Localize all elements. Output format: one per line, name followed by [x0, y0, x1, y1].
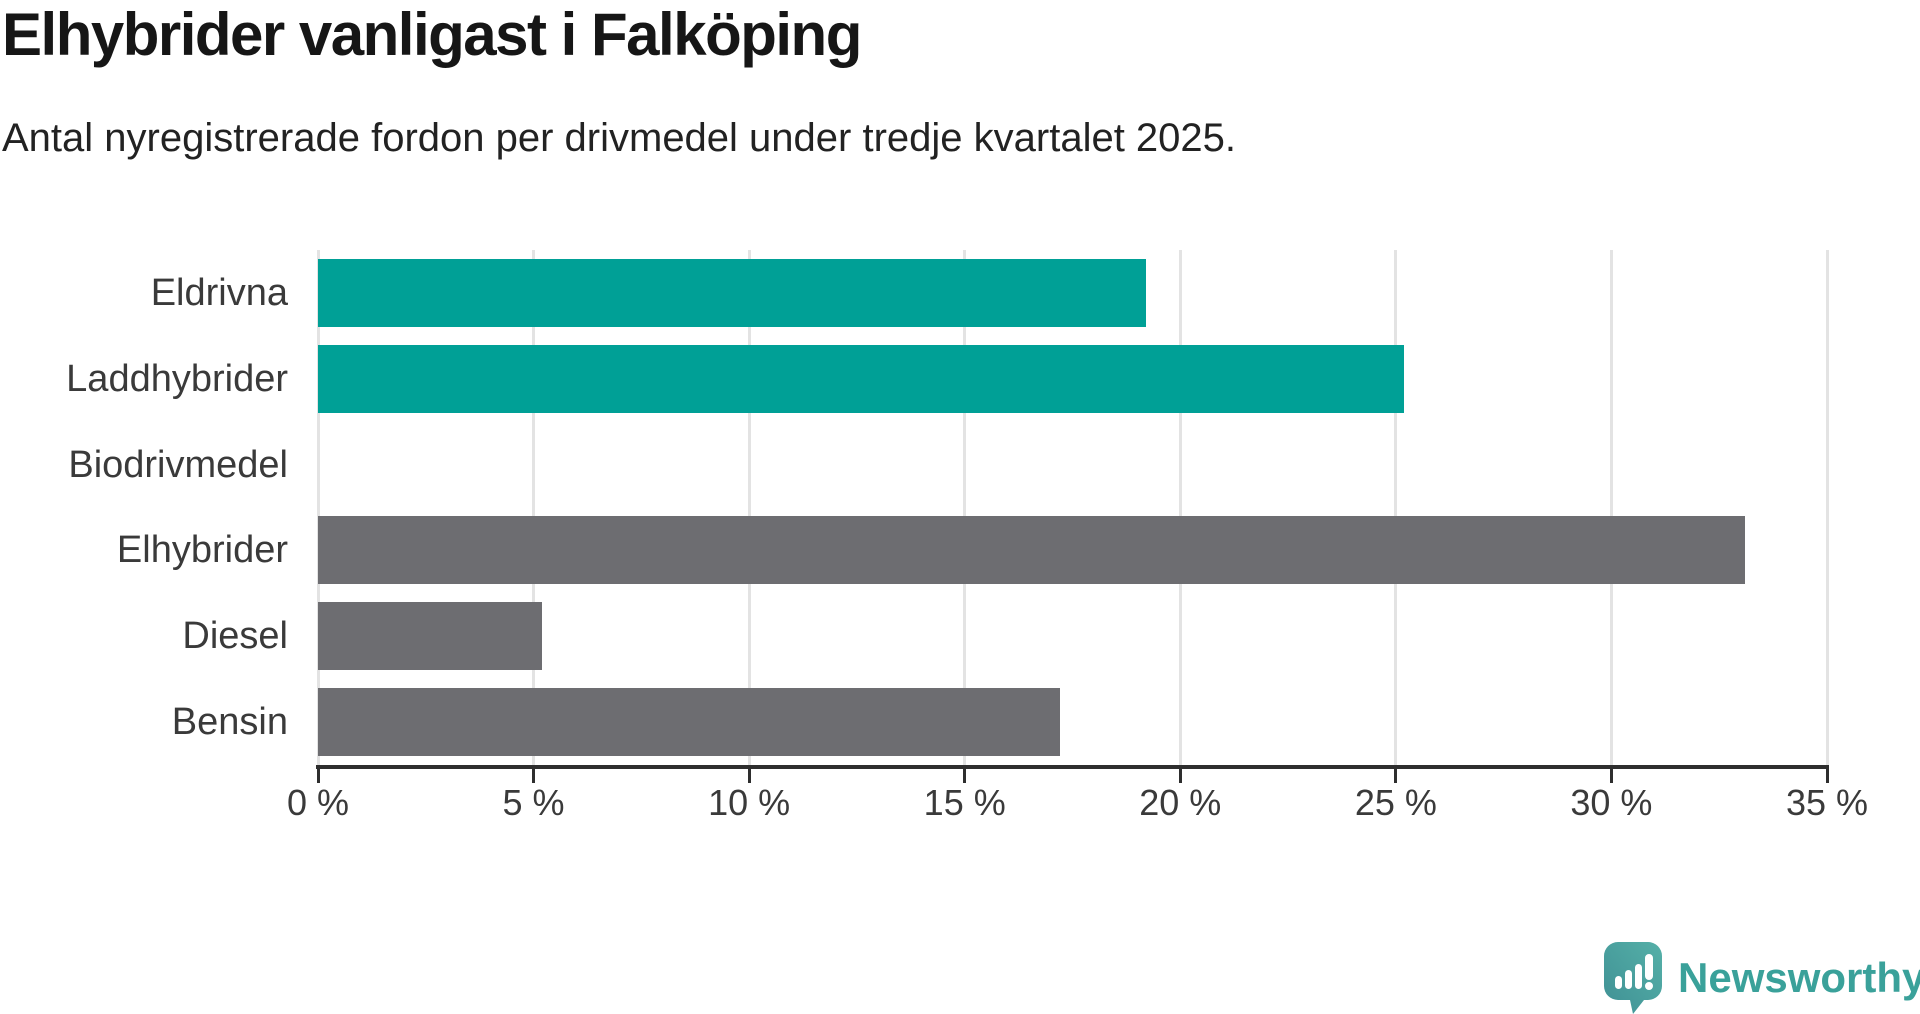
bar-bensin: [318, 688, 1060, 756]
x-tick-20-pct: [1178, 769, 1182, 783]
x-tick-label-20-pct: 20 %: [1139, 782, 1222, 823]
x-tick-30-pct: [1609, 769, 1613, 783]
newsworthy-logo-text: Newsworthy: [1678, 954, 1920, 1001]
x-tick-label-35-pct: 35 %: [1785, 782, 1869, 823]
x-tick-5-pct: [532, 769, 536, 783]
bar-laddhybrider: [318, 345, 1405, 413]
x-tick-0-pct: [316, 769, 320, 783]
gridline-15-pct: [963, 250, 967, 765]
gridline-10-pct: [747, 250, 751, 765]
x-axis-line: [316, 765, 1829, 769]
x-tick-35-pct: [1825, 769, 1829, 783]
x-tick-label-5-pct: 5 %: [502, 782, 565, 823]
category-label-diesel: Diesel: [182, 615, 288, 657]
category-label-elhybrider: Elhybrider: [116, 529, 288, 571]
x-tick-10-pct: [747, 769, 751, 783]
newsworthy-speech-bubble-barchart-icon: [1604, 942, 1662, 1014]
bar-diesel: [318, 602, 543, 670]
gridline-25-pct: [1394, 250, 1398, 765]
gridline-20-pct: [1178, 250, 1182, 765]
gridline-30-pct: [1609, 250, 1613, 765]
category-label-eldrivna: Eldrivna: [150, 272, 288, 314]
chart-subtitle: Antal nyregistrerade fordon per drivmede…: [2, 116, 1237, 160]
category-label-biodrivmedel: Biodrivmedel: [68, 444, 288, 486]
x-tick-label-15-pct: 15 %: [923, 782, 1006, 823]
x-tick-25-pct: [1394, 769, 1398, 783]
x-tick-label-25-pct: 25 %: [1354, 782, 1437, 823]
bar-elhybrider: [318, 516, 1746, 584]
category-label-laddhybrider: Laddhybrider: [66, 358, 288, 400]
gridline-5-pct: [532, 250, 536, 765]
plot-area: [316, 250, 1829, 765]
newsworthy-branding: Newsworthy: [1604, 942, 1920, 1014]
x-tick-label-0-pct: 0 %: [286, 782, 350, 823]
x-tick-label-30-pct: 30 %: [1570, 782, 1653, 823]
bar-eldrivna: [318, 259, 1146, 327]
category-label-column: Eldrivna Laddhybrider Biodrivmedel Elhybrid…: [0, 250, 288, 765]
gridline-0-pct: [316, 250, 320, 765]
x-tick-15-pct: [963, 769, 967, 783]
chart-title: Elhybrider vanligast i Falköping: [2, 1, 862, 68]
gridline-35-pct: [1825, 250, 1829, 765]
x-tick-label-10-pct: 10 %: [708, 782, 791, 823]
category-label-bensin: Bensin: [171, 701, 288, 743]
